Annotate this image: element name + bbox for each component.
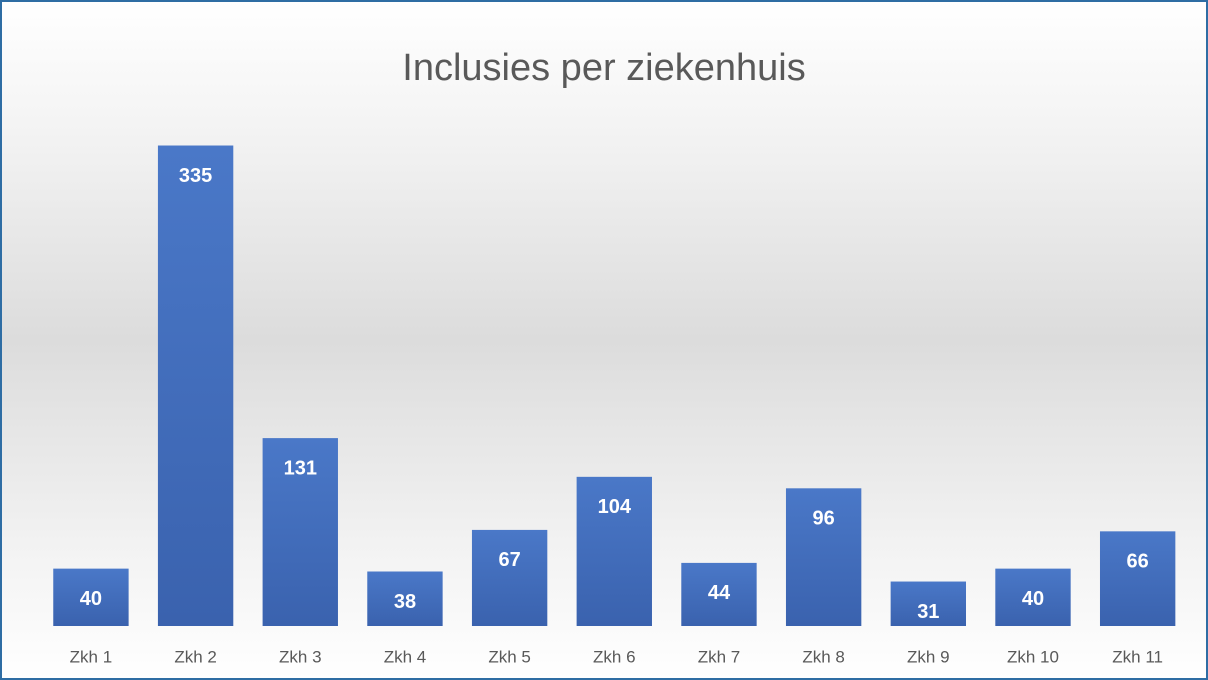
- bar: [1099, 531, 1176, 626]
- bar: [576, 476, 652, 626]
- bar: [785, 488, 862, 626]
- x-tick-label: Zkh 10: [1007, 647, 1059, 666]
- data-label: 104: [598, 496, 632, 518]
- data-label: 96: [813, 508, 835, 530]
- x-tick-label: Zkh 2: [174, 647, 217, 666]
- x-tick-label: Zkh 3: [279, 647, 322, 666]
- x-tick-label: Zkh 9: [907, 647, 950, 666]
- data-label: 67: [499, 549, 521, 571]
- data-label: 40: [1022, 588, 1044, 610]
- bar: [890, 581, 967, 626]
- bar: [262, 438, 338, 626]
- data-label: 66: [1127, 551, 1149, 573]
- x-tick-label: Zkh 5: [488, 647, 531, 666]
- data-label: 335: [179, 165, 212, 187]
- x-tick-label: Zkh 4: [384, 647, 427, 666]
- data-label: 44: [708, 582, 731, 604]
- data-label: 38: [394, 591, 416, 613]
- x-tick-label: Zkh 7: [698, 647, 741, 666]
- chart-title: Inclusies per ziekenhuis: [402, 47, 805, 89]
- bar: [471, 529, 548, 626]
- x-tick-label: Zkh 6: [593, 647, 636, 666]
- x-tick-label: Zkh 1: [70, 647, 113, 666]
- x-tick-label: Zkh 8: [802, 647, 845, 666]
- bar: [995, 568, 1071, 626]
- bar: [53, 568, 129, 626]
- data-label: 40: [80, 588, 102, 610]
- bar: [157, 145, 234, 626]
- data-label: 131: [284, 457, 317, 479]
- bar: [681, 562, 757, 626]
- bar: [367, 571, 443, 626]
- data-label: 31: [917, 601, 939, 623]
- x-tick-label: Zkh 11: [1112, 647, 1163, 666]
